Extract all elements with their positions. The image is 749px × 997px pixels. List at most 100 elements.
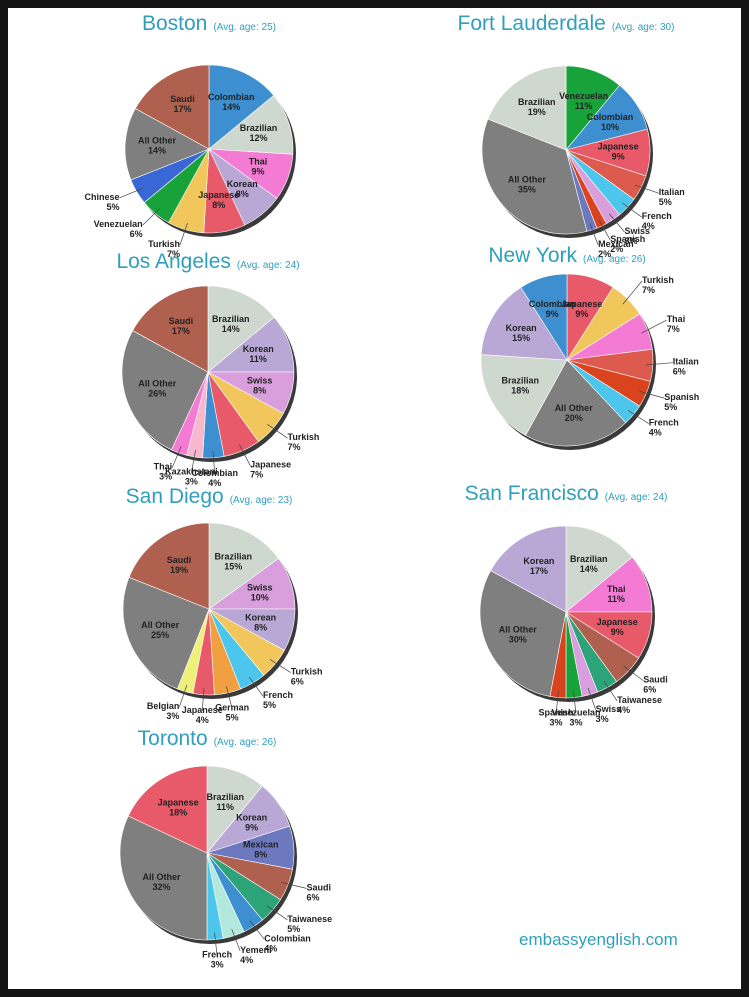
fort-lauderdale-leader-italian	[634, 184, 659, 194]
new-york-label-value-colombian: 9%	[546, 309, 559, 319]
fort-lauderdale-label-name-swiss: Swiss	[625, 226, 651, 236]
san-francisco-label-name-venezuelan: Venezuelan	[551, 708, 600, 718]
san-francisco-label-spanish: Spanish 3%	[538, 708, 573, 728]
fort-lauderdale-leader-mexican	[589, 223, 599, 246]
san-diego-label-value-brazilian: 15%	[224, 562, 242, 572]
new-york-label-name-italian: Italian	[673, 357, 699, 367]
toronto-label-name-brazilian: Brazilian	[207, 792, 245, 802]
boston-label-thai: Thai 9%	[249, 157, 268, 177]
toronto-label-name-mexican: Mexican	[243, 840, 279, 850]
boston-label-chinese: Chinese 5%	[84, 192, 119, 212]
fort-lauderdale-label-value-spanish: 2%	[610, 244, 623, 254]
san-francisco-label-value-all-other: 30%	[509, 635, 527, 645]
los-angeles-label-name-saudi: Saudi	[169, 316, 194, 326]
toronto-city-name: Toronto	[138, 727, 208, 750]
toronto-label-name-taiwanese: Taiwanese	[287, 914, 332, 924]
boston-slice-brazilian	[208, 95, 294, 155]
los-angeles-label-value-japanese: 7%	[250, 469, 263, 479]
new-york-label-value-brazilian: 18%	[511, 386, 529, 396]
toronto-leader-saudi	[281, 882, 307, 889]
boston-label-brazilian: Brazilian 12%	[240, 123, 278, 143]
san-diego-leader-belgian	[179, 684, 188, 707]
new-york-title: New York (Avg. age: 26)	[488, 244, 645, 267]
san-diego-label-value-turkish: 6%	[291, 677, 304, 687]
new-york-label-name-brazilian: Brazilian	[502, 376, 540, 386]
san-francisco-label-value-brazilian: 14%	[580, 564, 598, 574]
san-francisco-slice-all-other	[479, 570, 567, 697]
los-angeles-label-value-brazilian: 14%	[222, 324, 240, 334]
san-francisco-label-all-other: All Other 30%	[499, 625, 538, 645]
footer-website[interactable]: embassyenglish.com	[519, 930, 678, 949]
new-york-leader-french	[627, 410, 649, 424]
toronto-label-mexican: Mexican 8%	[243, 840, 279, 860]
san-diego-label-name-brazilian: Brazilian	[214, 552, 252, 562]
toronto-label-yemeni: Yemeni 4%	[240, 945, 272, 965]
toronto-avg-age: (Avg. age: 26)	[214, 737, 277, 748]
san-francisco-slice-korean	[490, 525, 567, 613]
toronto-label-value-taiwanese: 5%	[287, 924, 300, 934]
san-diego-label-name-german: German	[215, 702, 249, 712]
fort-lauderdale-slice-all-other	[481, 118, 588, 235]
boston-label-name-korean: Korean	[227, 179, 258, 189]
san-francisco-label-name-taiwanese: Taiwanese	[617, 695, 662, 705]
new-york-label-name-turkish: Turkish	[642, 275, 674, 285]
new-york-label-colombian: Colombian 9%	[529, 299, 576, 319]
los-angeles-avg-age: (Avg. age: 24)	[237, 260, 300, 271]
fort-lauderdale-label-value-swiss: 3%	[625, 236, 638, 246]
san-diego-label-name-french: French	[263, 690, 293, 700]
new-york-slice-brazilian	[480, 354, 568, 436]
san-francisco-label-name-all-other: All Other	[499, 625, 538, 635]
new-york-label-name-thai: Thai	[667, 314, 686, 324]
new-york-leader-italian	[645, 362, 673, 366]
san-francisco-label-japanese: Japanese 9%	[597, 617, 638, 637]
new-york-label-name-spanish: Spanish	[664, 392, 699, 402]
toronto-label-name-all-other: All Other	[142, 872, 181, 882]
san-francisco-label-swiss: Swiss 3%	[596, 704, 622, 724]
fort-lauderdale-label-value-venezuelan: 11%	[575, 101, 593, 111]
san-diego-label-name-swiss: Swiss	[247, 583, 273, 593]
san-francisco-label-name-thai: Thai	[607, 584, 626, 594]
san-diego-label-belgian: Belgian 3%	[147, 701, 180, 721]
new-york-label-value-japanese: 9%	[575, 309, 588, 319]
fort-lauderdale-label-value-colombian: 10%	[601, 122, 619, 132]
fort-lauderdale-label-value-japanese: 9%	[612, 152, 625, 162]
fort-lauderdale-label-name-japanese: Japanese	[598, 142, 639, 152]
toronto-slice-japanese	[127, 765, 208, 854]
fort-lauderdale-label-value-italian: 5%	[659, 197, 672, 207]
los-angeles-label-japanese: Japanese 7%	[250, 459, 291, 479]
new-york-label-name-french: French	[649, 418, 679, 428]
fort-lauderdale-leader-french	[622, 202, 643, 218]
san-francisco-label-value-taiwanese: 4%	[617, 705, 630, 715]
boston-label-name-brazilian: Brazilian	[240, 123, 278, 133]
san-diego-label-name-all-other: All Other	[141, 620, 180, 630]
san-diego-label-value-swiss: 10%	[251, 593, 269, 603]
fort-lauderdale-label-name-spanish: Spanish	[610, 234, 645, 244]
toronto-label-name-french: French	[202, 950, 232, 960]
san-francisco-city-name: San Francisco	[465, 482, 599, 505]
san-diego-label-value-french: 5%	[263, 700, 276, 710]
fort-lauderdale-label-name-italian: Italian	[659, 187, 685, 197]
san-diego-label-name-saudi: Saudi	[167, 555, 192, 565]
fort-lauderdale-label-name-all-other: All Other	[508, 174, 547, 184]
boston-label-value-colombian: 14%	[222, 102, 240, 112]
new-york-slice-colombian	[520, 273, 568, 362]
san-diego-label-brazilian: Brazilian 15%	[214, 552, 252, 572]
san-diego-label-french: French 5%	[263, 690, 293, 710]
fort-lauderdale-label-value-mexican: 2%	[598, 249, 611, 259]
boston-label-all-other: All Other 14%	[138, 136, 177, 156]
boston-label-venezuelan: Venezuelan 6%	[94, 219, 143, 239]
san-francisco-label-value-venezuelan: 3%	[569, 718, 582, 728]
san-diego-label-japanese: Japanese 4%	[182, 705, 223, 725]
san-francisco-pie-chart: San Francisco (Avg. age: 24) Brazilian 14% T…	[465, 482, 668, 728]
toronto-label-value-yemeni: 4%	[240, 955, 253, 965]
fort-lauderdale-leader-spanish	[598, 219, 611, 241]
los-angeles-label-name-all-other: All Other	[138, 379, 177, 389]
toronto-label-value-colombian: 4%	[264, 943, 277, 953]
los-angeles-slice-brazilian	[207, 285, 275, 373]
los-angeles-city-name: Los Angeles	[116, 250, 230, 273]
san-francisco-label-name-japanese: Japanese	[597, 617, 638, 627]
san-francisco-label-value-korean: 17%	[530, 566, 548, 576]
boston-label-name-colombian: Colombian	[208, 92, 255, 102]
new-york-label-korean: Korean 15%	[506, 323, 537, 343]
new-york-label-name-all-other: All Other	[555, 403, 594, 413]
